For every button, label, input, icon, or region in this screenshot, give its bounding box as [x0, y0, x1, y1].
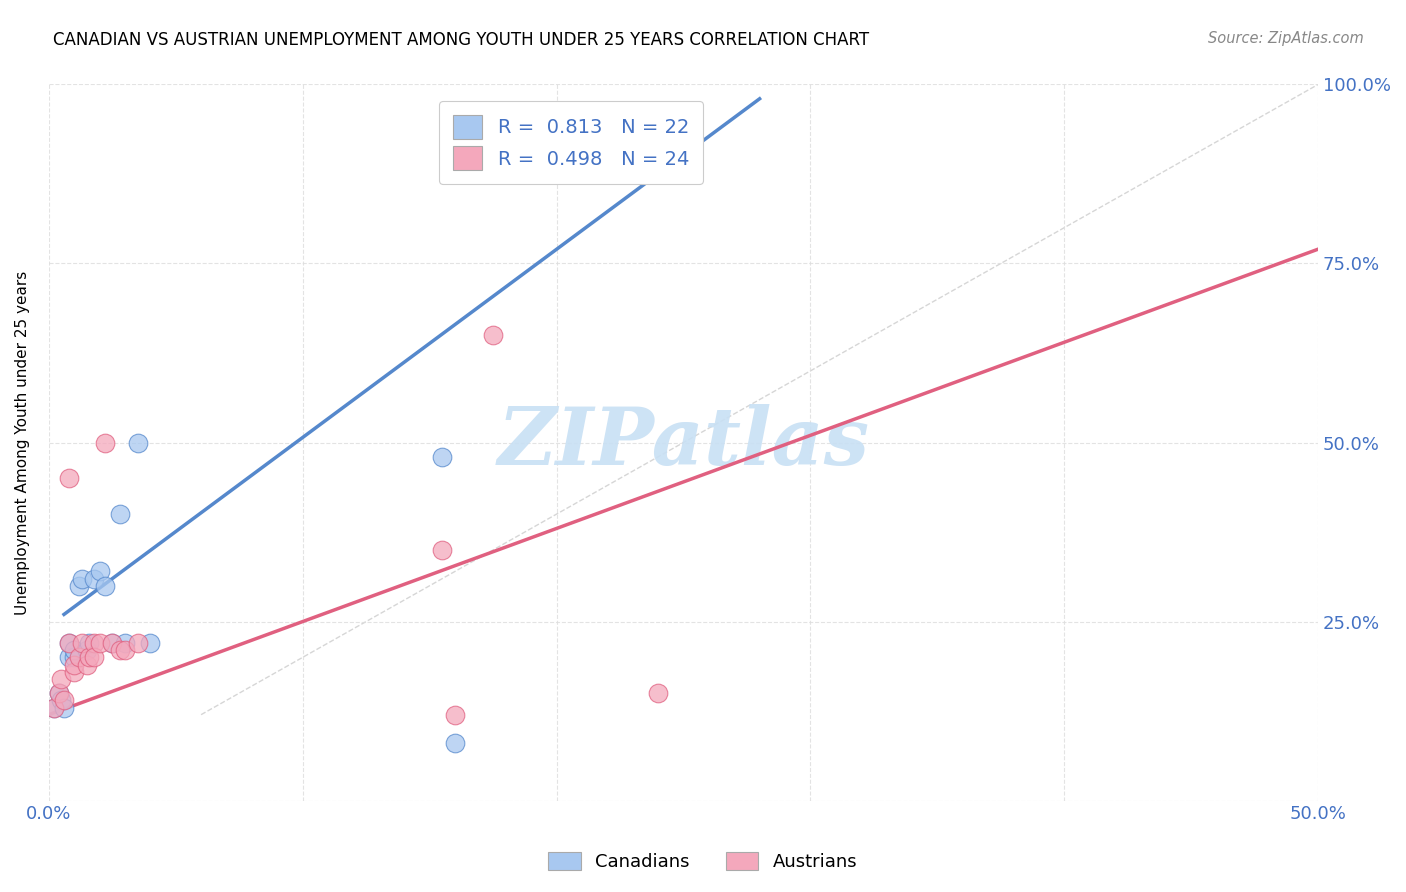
Point: [83, 650, 105, 665]
Text: Source: ZipAtlas.com: Source: ZipAtlas.com: [1208, 31, 1364, 46]
Point: [127, 636, 149, 650]
Point: [93, 435, 115, 450]
Point: [432, 450, 454, 464]
Point: [67, 579, 90, 593]
Point: [58, 471, 80, 485]
Point: [127, 435, 149, 450]
Y-axis label: Unemployment Among Youth under 25 years: Unemployment Among Youth under 25 years: [15, 270, 30, 615]
Point: [101, 636, 124, 650]
Point: [108, 643, 131, 657]
Legend: R =  0.813   N = 22, R =  0.498   N = 24: R = 0.813 N = 22, R = 0.498 N = 24: [439, 102, 703, 184]
Point: [482, 328, 505, 343]
Point: [76, 643, 98, 657]
Point: [63, 657, 86, 672]
Point: [53, 693, 76, 707]
Point: [63, 665, 86, 679]
Point: [63, 650, 86, 665]
Point: [51, 693, 73, 707]
Point: [114, 643, 136, 657]
Point: [42, 700, 65, 714]
Point: [444, 736, 467, 750]
Point: [139, 636, 162, 650]
Point: [58, 636, 80, 650]
Point: [83, 636, 105, 650]
Point: [444, 707, 467, 722]
Point: [70, 636, 93, 650]
Point: [67, 650, 90, 665]
Point: [58, 636, 80, 650]
Point: [432, 543, 454, 558]
Point: [51, 672, 73, 686]
Point: [79, 636, 101, 650]
Point: [89, 636, 111, 650]
Point: [101, 636, 124, 650]
Point: [48, 686, 70, 700]
Point: [93, 579, 115, 593]
Text: CANADIAN VS AUSTRIAN UNEMPLOYMENT AMONG YOUTH UNDER 25 YEARS CORRELATION CHART: CANADIAN VS AUSTRIAN UNEMPLOYMENT AMONG …: [53, 31, 869, 49]
Point: [79, 650, 101, 665]
Point: [63, 643, 86, 657]
Point: [76, 657, 98, 672]
Legend: Canadians, Austrians: Canadians, Austrians: [541, 845, 865, 879]
Point: [42, 700, 65, 714]
Point: [58, 650, 80, 665]
Point: [114, 636, 136, 650]
Point: [647, 686, 669, 700]
Text: ZIPatlas: ZIPatlas: [498, 404, 869, 482]
Point: [108, 507, 131, 521]
Point: [70, 572, 93, 586]
Point: [48, 686, 70, 700]
Point: [83, 572, 105, 586]
Point: [89, 565, 111, 579]
Point: [53, 700, 76, 714]
